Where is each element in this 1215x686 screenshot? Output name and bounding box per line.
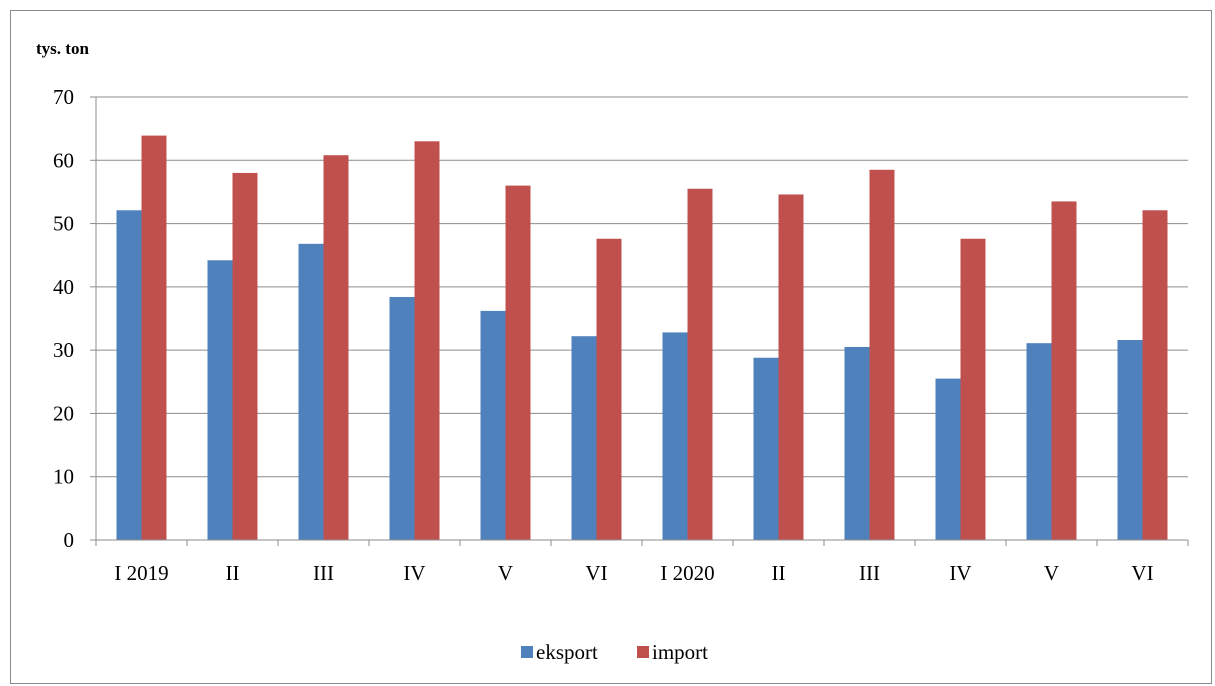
y-tick-label: 0 bbox=[64, 528, 75, 552]
y-tick-label: 50 bbox=[53, 212, 74, 236]
bar-eksport bbox=[753, 357, 779, 540]
bar-import bbox=[596, 238, 622, 540]
bar-import bbox=[141, 135, 167, 540]
y-tick-label: 70 bbox=[53, 85, 74, 109]
axes bbox=[90, 96, 1189, 546]
x-tick-label: II bbox=[772, 561, 786, 585]
bar-import bbox=[414, 141, 440, 541]
legend-swatch-import bbox=[637, 646, 649, 658]
bar-eksport bbox=[389, 296, 415, 540]
bar-import bbox=[505, 185, 531, 540]
x-tick-label: IV bbox=[403, 561, 425, 585]
legend-swatch-eksport bbox=[521, 646, 533, 658]
y-tick-label: 20 bbox=[53, 401, 74, 425]
y-axis-label: tys. ton bbox=[36, 39, 89, 58]
y-tick-label: 60 bbox=[53, 148, 74, 172]
bar-import bbox=[778, 194, 804, 540]
bar-eksport bbox=[935, 378, 961, 540]
bar-import bbox=[1142, 210, 1168, 540]
x-tick-label: V bbox=[498, 561, 513, 585]
bar-import bbox=[232, 172, 258, 540]
x-tick-label: III bbox=[313, 561, 334, 585]
bar-eksport bbox=[844, 346, 870, 540]
x-tick-label: III bbox=[859, 561, 880, 585]
bar-import bbox=[1051, 201, 1077, 540]
x-tick-labels: I 2019 II III IV V VI I 2020 II III IV V VI bbox=[114, 561, 1153, 585]
x-tick-label: I 2019 bbox=[114, 561, 168, 585]
x-tick-label: I 2020 bbox=[660, 561, 714, 585]
y-tick-labels: 0 10 20 30 40 50 60 70 bbox=[53, 85, 74, 552]
y-tick-label: 40 bbox=[53, 275, 74, 299]
y-tick-label: 10 bbox=[53, 465, 74, 489]
legend: eksport import bbox=[521, 640, 708, 664]
x-tick-label: VI bbox=[585, 561, 607, 585]
gridlines bbox=[96, 96, 1188, 478]
bar-eksport bbox=[480, 310, 506, 540]
x-tick-label: II bbox=[226, 561, 240, 585]
bar-import bbox=[687, 188, 713, 540]
bar-import bbox=[869, 169, 895, 540]
bar-eksport bbox=[116, 210, 142, 540]
x-tick-label: VI bbox=[1131, 561, 1153, 585]
bar-eksport bbox=[571, 336, 597, 540]
legend-label-import: import bbox=[652, 640, 708, 664]
bar-eksport bbox=[662, 332, 688, 540]
x-tick-label: V bbox=[1044, 561, 1059, 585]
bars bbox=[116, 135, 1168, 541]
bar-eksport bbox=[1117, 340, 1143, 540]
x-tick-label: IV bbox=[949, 561, 971, 585]
bar-eksport bbox=[207, 260, 233, 540]
bar-eksport bbox=[1026, 343, 1052, 540]
legend-label-eksport: eksport bbox=[536, 640, 598, 664]
bar-import bbox=[960, 238, 986, 540]
bar-eksport bbox=[298, 243, 324, 540]
bar-import bbox=[323, 155, 349, 541]
y-tick-label: 30 bbox=[53, 338, 74, 362]
